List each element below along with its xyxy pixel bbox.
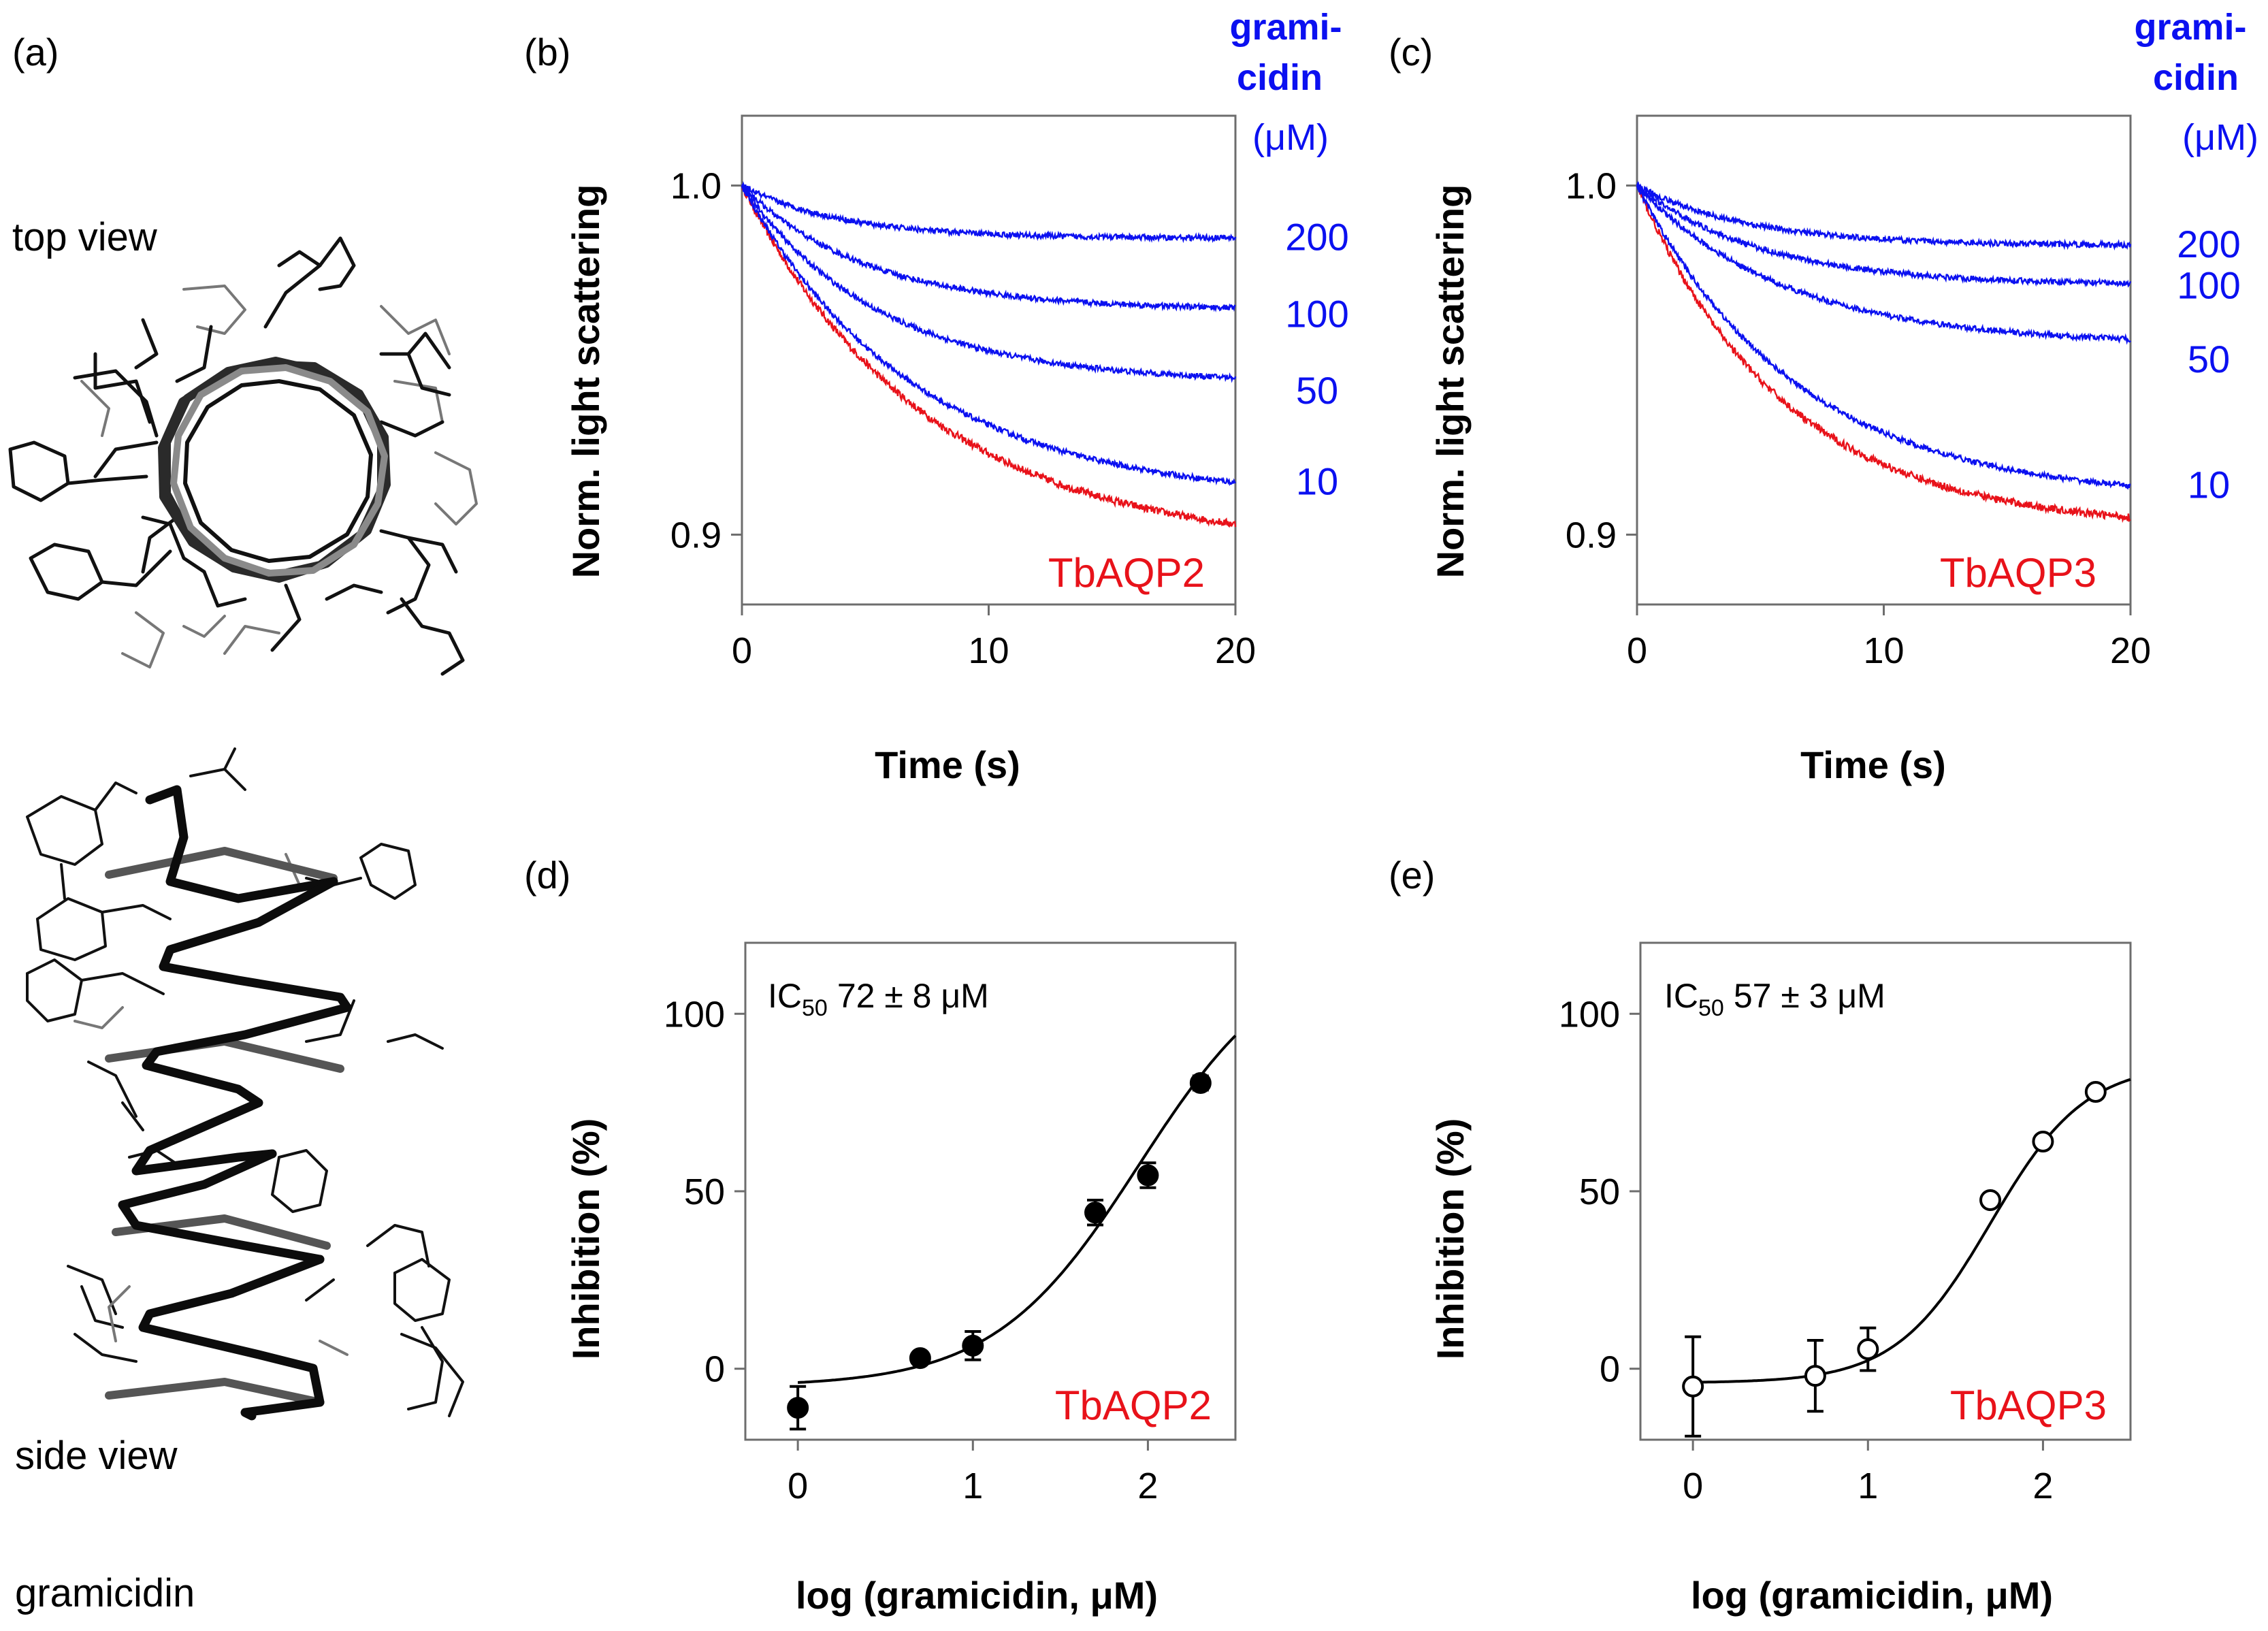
series-label: 100	[1285, 292, 1348, 335]
panel-b: (b) Norm. light scattering Time (s) gram…	[524, 7, 1349, 786]
panel-c-label: (c)	[1389, 31, 1433, 74]
trace-TbAQP2-control	[741, 184, 1237, 528]
chart-b-annotation: TbAQP2	[1048, 550, 1205, 596]
x-tick-label: 1	[1858, 1466, 1878, 1506]
trace-50	[1636, 184, 2131, 345]
data-point	[1979, 1189, 2002, 1212]
x-tick-label: 2	[1137, 1466, 1158, 1506]
chart-b-legend-title-1: grami-	[1229, 7, 1342, 48]
chart-e-plot: 0 1 2 0 50 100	[1559, 941, 2132, 1506]
x-tick-label: 0	[1627, 630, 1647, 671]
chart-d-annotation: TbAQP2	[1055, 1383, 1212, 1428]
panel-b-label: (b)	[524, 31, 570, 74]
chart-e-xlabel: log (gramicidin, μM)	[1691, 1574, 2053, 1617]
data-point	[787, 1397, 809, 1419]
y-tick-label: 0	[704, 1349, 725, 1390]
x-tick-label: 0	[788, 1466, 808, 1506]
trace-10	[741, 184, 1237, 487]
x-tick-label: 20	[2110, 630, 2151, 671]
molecule-label: gramicidin	[15, 1571, 195, 1615]
chart-d-ylabel: Inhibition (%)	[564, 1118, 607, 1360]
data-point	[1084, 1201, 1107, 1224]
chart-c-legend-title-1: grami-	[2134, 7, 2246, 48]
chart-c-legend-title-3: (μM)	[2182, 117, 2258, 158]
series-label: 100	[2177, 263, 2240, 306]
x-tick-label: 2	[2032, 1466, 2053, 1506]
panel-e-label: (e)	[1389, 854, 1435, 897]
y-tick-label: 50	[1579, 1172, 1620, 1212]
data-point	[1189, 1071, 1212, 1094]
series-label: 200	[2177, 223, 2240, 265]
trace-50	[741, 182, 1237, 383]
data-point	[1804, 1365, 1826, 1387]
panel-c: (c) Norm. light scattering Time (s) gram…	[1389, 7, 2258, 786]
x-tick-label: 0	[1683, 1466, 1703, 1506]
side-view-label: side view	[15, 1434, 178, 1478]
panel-d: (d) Inhibition (%) log (gramicidin, μM) …	[524, 854, 1237, 1617]
chart-c-xlabel: Time (s)	[1800, 743, 1946, 786]
chart-c-ylabel: Norm. light scattering	[1429, 184, 1472, 579]
y-tick-label: 1.0	[670, 166, 722, 207]
chart-d-plot: 0 1 2 0 50 100	[664, 941, 1237, 1506]
plot-frame	[741, 114, 1237, 606]
data-point	[962, 1334, 984, 1357]
trace-200	[741, 180, 1237, 244]
data-point	[1137, 1164, 1159, 1186]
gramicidin-side-view-image	[26, 747, 464, 1421]
x-tick-label: 1	[962, 1466, 983, 1506]
data-point	[909, 1347, 931, 1370]
trace-10	[1636, 184, 2131, 490]
panel-a-label: (a)	[12, 31, 59, 74]
chart-b-legend-title-2: cidin	[1237, 57, 1323, 98]
data-point	[1682, 1375, 1704, 1398]
y-tick-label: 0.9	[670, 515, 722, 555]
plot-frame	[1636, 114, 2132, 606]
chart-c-annotation: TbAQP3	[1940, 550, 2096, 596]
gramicidin-top-view-image	[8, 236, 478, 676]
series-label: 10	[2188, 464, 2230, 506]
series-label: 50	[1296, 369, 1338, 412]
chart-e-annotation: TbAQP3	[1950, 1383, 2107, 1428]
y-tick-label: 0.9	[1566, 515, 1617, 555]
data-point	[2084, 1081, 2107, 1103]
x-tick-label: 0	[732, 630, 752, 671]
y-tick-label: 50	[684, 1172, 725, 1212]
trace-TbAQP3-control	[1636, 184, 2131, 523]
y-tick-label: 0	[1600, 1349, 1620, 1390]
chart-e-ylabel: Inhibition (%)	[1429, 1118, 1472, 1360]
panel-e: (e) Inhibition (%) log (gramicidin, μM) …	[1389, 854, 2132, 1617]
chart-b-ylabel: Norm. light scattering	[564, 184, 607, 579]
top-view-label: top view	[12, 215, 158, 259]
chart-d-xlabel: log (gramicidin, μM)	[796, 1574, 1158, 1617]
chart-b-legend-title-3: (μM)	[1252, 117, 1329, 158]
fit-curve	[797, 1034, 1237, 1384]
fit-curve	[1693, 1078, 2131, 1384]
series-label: 200	[1285, 216, 1348, 259]
panel-d-label: (d)	[524, 854, 570, 897]
chart-d-ic50-text: IC50 72 ± 8 μM	[768, 977, 989, 1021]
chart-b-xlabel: Time (s)	[875, 743, 1020, 786]
chart-b-plot: 0 10 20 0.9 1.0 10 50 100 200	[670, 114, 1349, 671]
y-tick-label: 100	[1559, 994, 1620, 1035]
y-tick-label: 1.0	[1566, 166, 1617, 207]
data-point	[1857, 1338, 1879, 1361]
trace-100	[1636, 181, 2132, 288]
series-label: 50	[2188, 338, 2230, 381]
data-point	[2032, 1131, 2054, 1152]
trace-100	[741, 182, 1236, 312]
x-tick-label: 20	[1215, 630, 1256, 671]
x-tick-label: 10	[1863, 630, 1904, 671]
y-tick-label: 100	[664, 994, 725, 1035]
chart-c-legend-title-2: cidin	[2153, 57, 2239, 98]
trace-200	[1636, 180, 2132, 251]
chart-e-ic50-text: IC50 57 ± 3 μM	[1664, 977, 1885, 1021]
x-tick-label: 10	[968, 630, 1009, 671]
series-label: 10	[1296, 460, 1338, 503]
